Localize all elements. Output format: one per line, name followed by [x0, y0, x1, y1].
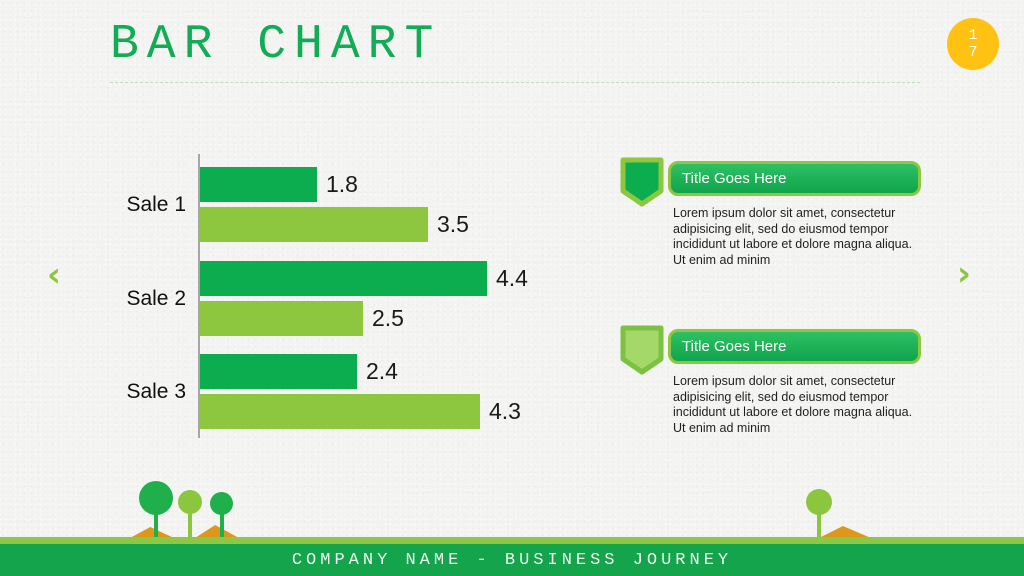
bar-light-green-series — [200, 301, 363, 336]
shield-badge-shape — [620, 157, 664, 207]
info-title-bar: Title Goes Here — [668, 329, 921, 364]
bar-value-label: 2.4 — [366, 358, 398, 384]
orange-mound-decoration — [130, 527, 174, 538]
bar-chart: Sale 1 1.8 3.5 Sale 2 4.4 2.5 Sale 3 2.4 4.3 — [110, 152, 640, 440]
tree-stem-decoration — [188, 512, 192, 539]
bar-value-label: 2.5 — [372, 305, 404, 331]
bar-dark-green-series — [200, 354, 357, 389]
info-title: Title Goes Here — [682, 170, 787, 187]
category-label: Sale 2 — [126, 286, 186, 310]
page-title: BAR CHART — [110, 18, 442, 72]
tree-stem-decoration — [817, 513, 821, 539]
shield-badge-icon — [620, 157, 664, 207]
page-number-badge: 1 7 — [947, 18, 999, 70]
info-title: Title Goes Here — [682, 338, 787, 355]
category-label: Sale 3 — [126, 379, 186, 403]
tree-icon — [139, 481, 173, 515]
info-body-text: Lorem ipsum dolor sit amet, consectetur … — [673, 206, 913, 267]
bar-value-label: 1.8 — [326, 171, 358, 197]
category-label: Sale 1 — [126, 192, 186, 216]
bar-light-green-series — [200, 207, 428, 242]
footer-bar: COMPANY NAME - BUSINESS JOURNEY — [0, 544, 1024, 576]
next-slide-chevron-icon[interactable]: › — [957, 254, 972, 294]
shield-badge-shape — [620, 325, 664, 375]
page-number-digit-top: 1 — [968, 27, 978, 44]
tree-icon — [806, 489, 832, 515]
bar-value-label: 3.5 — [437, 211, 469, 237]
page-number-digit-bottom: 7 — [968, 44, 978, 61]
footer-text: COMPANY NAME - BUSINESS JOURNEY — [291, 550, 733, 570]
chart-vertical-axis — [198, 154, 200, 438]
footer-accent-strip — [0, 537, 1024, 544]
bar-value-label: 4.3 — [489, 398, 521, 424]
bar-value-label: 4.4 — [496, 265, 528, 291]
tree-icon — [210, 492, 233, 515]
tree-icon — [178, 490, 202, 514]
title-divider — [110, 82, 920, 83]
bar-light-green-series — [200, 394, 480, 429]
bar-dark-green-series — [200, 261, 487, 296]
tree-stem-decoration — [220, 513, 224, 539]
info-title-bar: Title Goes Here — [668, 161, 921, 196]
info-body-text: Lorem ipsum dolor sit amet, consectetur … — [673, 374, 913, 435]
shield-badge-icon — [620, 325, 664, 375]
prev-slide-chevron-icon[interactable]: ‹ — [47, 255, 62, 295]
bar-dark-green-series — [200, 167, 317, 202]
tree-stem-decoration — [154, 513, 158, 539]
